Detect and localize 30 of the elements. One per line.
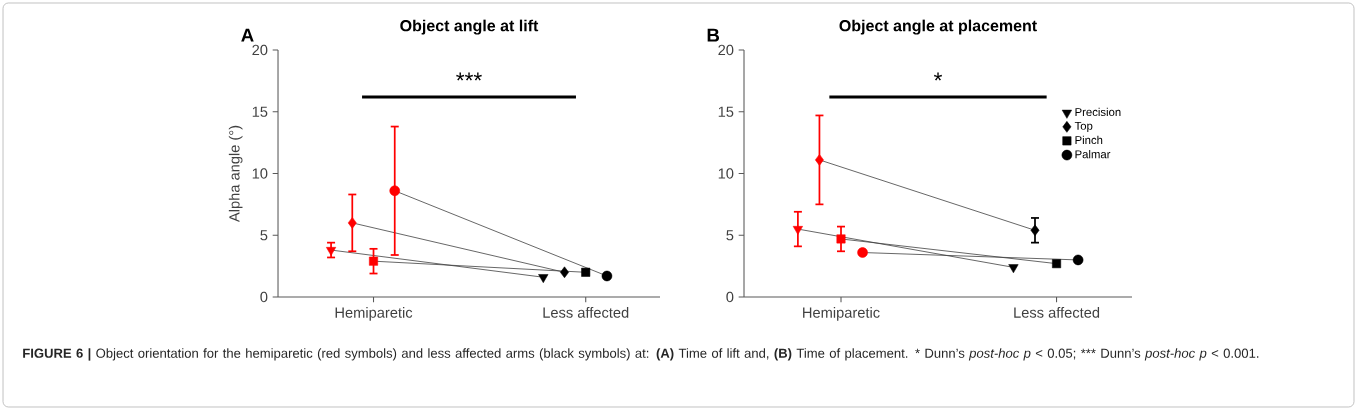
y-tick-label: 0 xyxy=(260,291,268,303)
annotation: * xyxy=(933,72,943,81)
y-tick-label: 20 xyxy=(252,44,268,56)
y-tick-label: 0 xyxy=(726,291,734,303)
annotation: *** xyxy=(456,72,482,81)
x-tick-label: Hemiparetic xyxy=(803,307,880,321)
text: B xyxy=(707,28,720,42)
text: * xyxy=(915,348,920,354)
text: A xyxy=(241,28,254,42)
text: Dunn’s post-hoc p < 0.05; xyxy=(925,348,1076,361)
legend-label: Top xyxy=(1074,121,1093,133)
y-tick-label: 15 xyxy=(252,106,268,117)
y-tick-label: 20 xyxy=(718,44,734,56)
chart-title: Object angle at lift xyxy=(400,19,539,35)
y-tick-label: 15 xyxy=(718,106,734,117)
chart-title: Object angle at placement xyxy=(839,19,1037,35)
y-tick-label: 5 xyxy=(726,230,734,241)
y-axis-title: Alpha angle (°) xyxy=(228,125,243,223)
y-tick-label: 10 xyxy=(718,168,734,179)
x-tick-label: Hemiparetic xyxy=(335,307,413,321)
legend-label: Precision xyxy=(1075,107,1121,117)
legend-label: Pinch xyxy=(1075,135,1103,145)
y-tick-label: 10 xyxy=(252,168,268,179)
x-tick-label: Less affected xyxy=(1014,307,1100,318)
text: Dunn’s post-hoc p < 0.001. xyxy=(1101,348,1259,361)
legend-label: Palmar xyxy=(1075,149,1111,159)
text: FIGURE 6 | Object orientation for the hemiparetic (red symbols) and less affected arms (black symbols) at: (A) Time of lift and, (B) Time of placement. xyxy=(23,348,908,361)
y-tick-label: 5 xyxy=(260,230,268,241)
x-tick-label: Less affected xyxy=(543,307,629,318)
text: *** xyxy=(1080,348,1096,354)
